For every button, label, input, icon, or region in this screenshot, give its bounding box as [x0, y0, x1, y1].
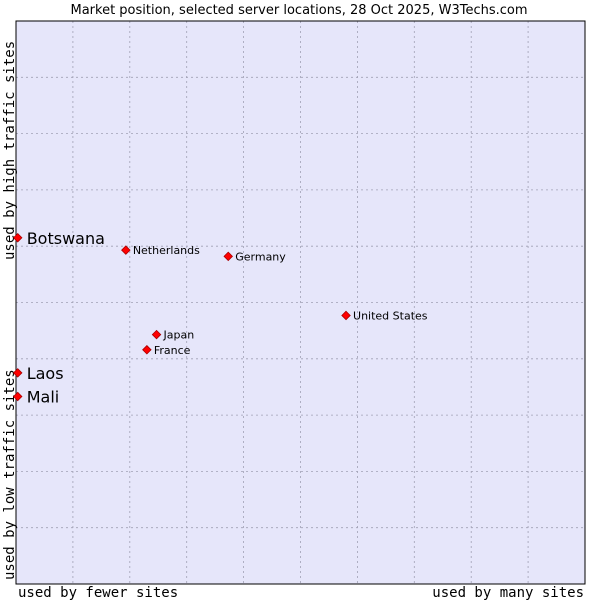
point-label-botswana: Botswana	[27, 229, 105, 248]
point-marker-germany	[223, 251, 234, 262]
y-axis-label-low: used by low traffic sites	[2, 369, 18, 580]
point-marker-mali	[12, 391, 23, 402]
data-points: Botswana Laos Mali Netherlands Germany United…	[12, 229, 428, 407]
y-axis-label-high: used by high traffic sites	[2, 41, 18, 260]
point-marker-netherlands	[121, 245, 131, 255]
point-label-mali: Mali	[27, 388, 60, 407]
plot-frame	[15, 20, 586, 585]
point-label-netherlands: Netherlands	[133, 244, 200, 257]
point-marker-botswana	[12, 232, 23, 243]
x-axis-label-low: used by fewer sites	[18, 585, 178, 600]
point-marker-japan	[151, 329, 162, 340]
point-label-laos: Laos	[27, 364, 64, 383]
point-label-france: France	[154, 344, 191, 357]
x-axis-label-high: used by many sites	[432, 585, 584, 600]
point-marker-united-states	[341, 310, 351, 321]
point-marker-france	[142, 345, 152, 355]
point-label-united-states: United States	[353, 309, 428, 322]
grid-lines	[16, 21, 585, 584]
point-marker-laos	[12, 368, 23, 378]
point-label-japan: Japan	[163, 329, 195, 342]
chart-title: Market position, selected server locatio…	[70, 3, 527, 18]
point-label-germany: Germany	[235, 250, 286, 263]
